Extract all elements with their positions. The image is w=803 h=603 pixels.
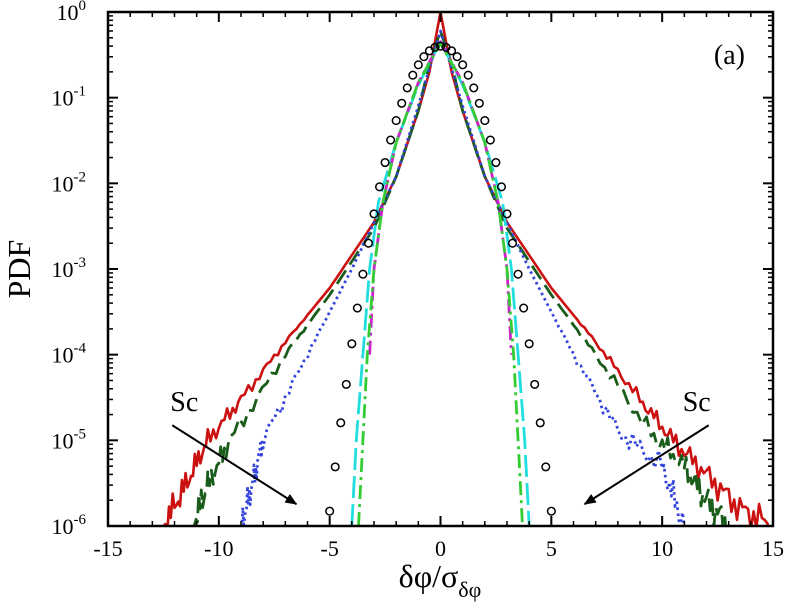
data-point — [358, 269, 368, 279]
x-axis-title-main: δφ/σ — [399, 558, 459, 594]
data-point — [352, 303, 362, 313]
data-point — [546, 506, 556, 516]
x-tick-label: -15 — [93, 536, 122, 561]
y-tick-label: 10-4 — [52, 341, 87, 368]
data-point — [419, 52, 429, 62]
data-point — [541, 462, 551, 472]
y-tick-label-base: 10 — [52, 86, 74, 111]
series-line — [162, 12, 773, 526]
y-tick-label: 100 — [57, 0, 87, 25]
y-tick-label-base: 10 — [52, 343, 74, 368]
series-6 — [325, 41, 556, 516]
y-tick-label: 10-5 — [52, 426, 87, 453]
x-axis-title-subscript: δφ — [458, 577, 481, 602]
y-tick-label: 10-3 — [52, 255, 87, 282]
series-4 — [368, 40, 513, 355]
data-point — [435, 41, 446, 51]
x-tick-label: 5 — [546, 536, 557, 561]
data-point — [325, 506, 335, 516]
y-tick-label-base: 10 — [52, 257, 74, 282]
data-point — [430, 42, 440, 52]
data-point — [452, 52, 462, 62]
sc-arrow — [171, 424, 298, 505]
data-point — [491, 157, 501, 168]
y-tick-label-base: 10 — [57, 0, 79, 25]
y-tick-label-exponent: -3 — [74, 255, 87, 271]
annotation-layer: Sc Sc — [170, 387, 711, 505]
y-tick-label-exponent: -5 — [74, 426, 87, 442]
data-point — [480, 116, 490, 126]
data-point — [397, 98, 407, 108]
y-axis-title: PDF — [1, 240, 37, 299]
panel-label: (a) — [714, 40, 745, 71]
x-tick-label: 10 — [651, 536, 673, 561]
data-point — [496, 182, 507, 192]
series-line — [368, 40, 513, 355]
y-tick-label-exponent: -6 — [74, 512, 87, 528]
data-point — [447, 46, 457, 56]
data-point — [347, 339, 357, 349]
y-tick-label: 10-6 — [52, 512, 87, 539]
series-line — [350, 40, 531, 526]
data-point — [530, 379, 540, 389]
data-point — [391, 116, 401, 126]
x-tick-label: 0 — [435, 536, 446, 561]
data-point — [413, 60, 423, 70]
sc-arrow — [583, 424, 710, 505]
y-tick-label-exponent: 0 — [79, 0, 87, 14]
data-point — [386, 135, 396, 145]
data-point — [458, 60, 468, 70]
series-0 — [162, 12, 773, 526]
y-tick-label-exponent: -2 — [74, 169, 87, 185]
y-tick-label: 10-2 — [52, 169, 87, 196]
series-line — [357, 42, 524, 526]
sc-label: Sc — [170, 387, 198, 418]
data-point — [374, 182, 385, 192]
data-point — [513, 269, 523, 279]
data-point — [330, 462, 340, 472]
y-tick-label-base: 10 — [52, 514, 74, 539]
y-tick-label-base: 10 — [52, 171, 74, 196]
series-3 — [350, 40, 531, 526]
data-point — [535, 418, 545, 428]
y-tick-label-exponent: -1 — [74, 84, 87, 100]
data-point — [341, 379, 351, 389]
x-axis-title: δφ/σδφ — [399, 558, 482, 602]
series-2 — [240, 29, 686, 526]
x-tick-label: -10 — [204, 536, 233, 561]
data-point — [519, 303, 529, 313]
data-point — [369, 209, 379, 219]
data-point — [336, 418, 346, 428]
x-tick-label: 15 — [762, 536, 784, 561]
data-point — [469, 83, 479, 93]
series-5 — [357, 42, 524, 526]
data-point — [363, 238, 374, 248]
y-tick-label: 10-1 — [52, 84, 87, 111]
series-layer — [162, 12, 773, 526]
data-point — [474, 98, 484, 108]
y-tick-label-base: 10 — [52, 428, 74, 453]
y-tick-label-exponent: -4 — [74, 341, 87, 357]
data-point — [402, 83, 412, 93]
data-point — [463, 70, 473, 80]
data-point — [524, 339, 534, 349]
data-point — [485, 135, 495, 145]
data-point — [502, 209, 512, 219]
series-line — [240, 29, 686, 526]
sc-label: Sc — [683, 387, 711, 418]
data-point — [507, 238, 518, 248]
axis-layer: -15 -10 -5 0 5 10 1510010-110-210-310-410-510-… — [52, 0, 785, 561]
data-point — [380, 157, 390, 168]
data-point — [408, 70, 418, 80]
x-tick-label: -5 — [321, 536, 339, 561]
